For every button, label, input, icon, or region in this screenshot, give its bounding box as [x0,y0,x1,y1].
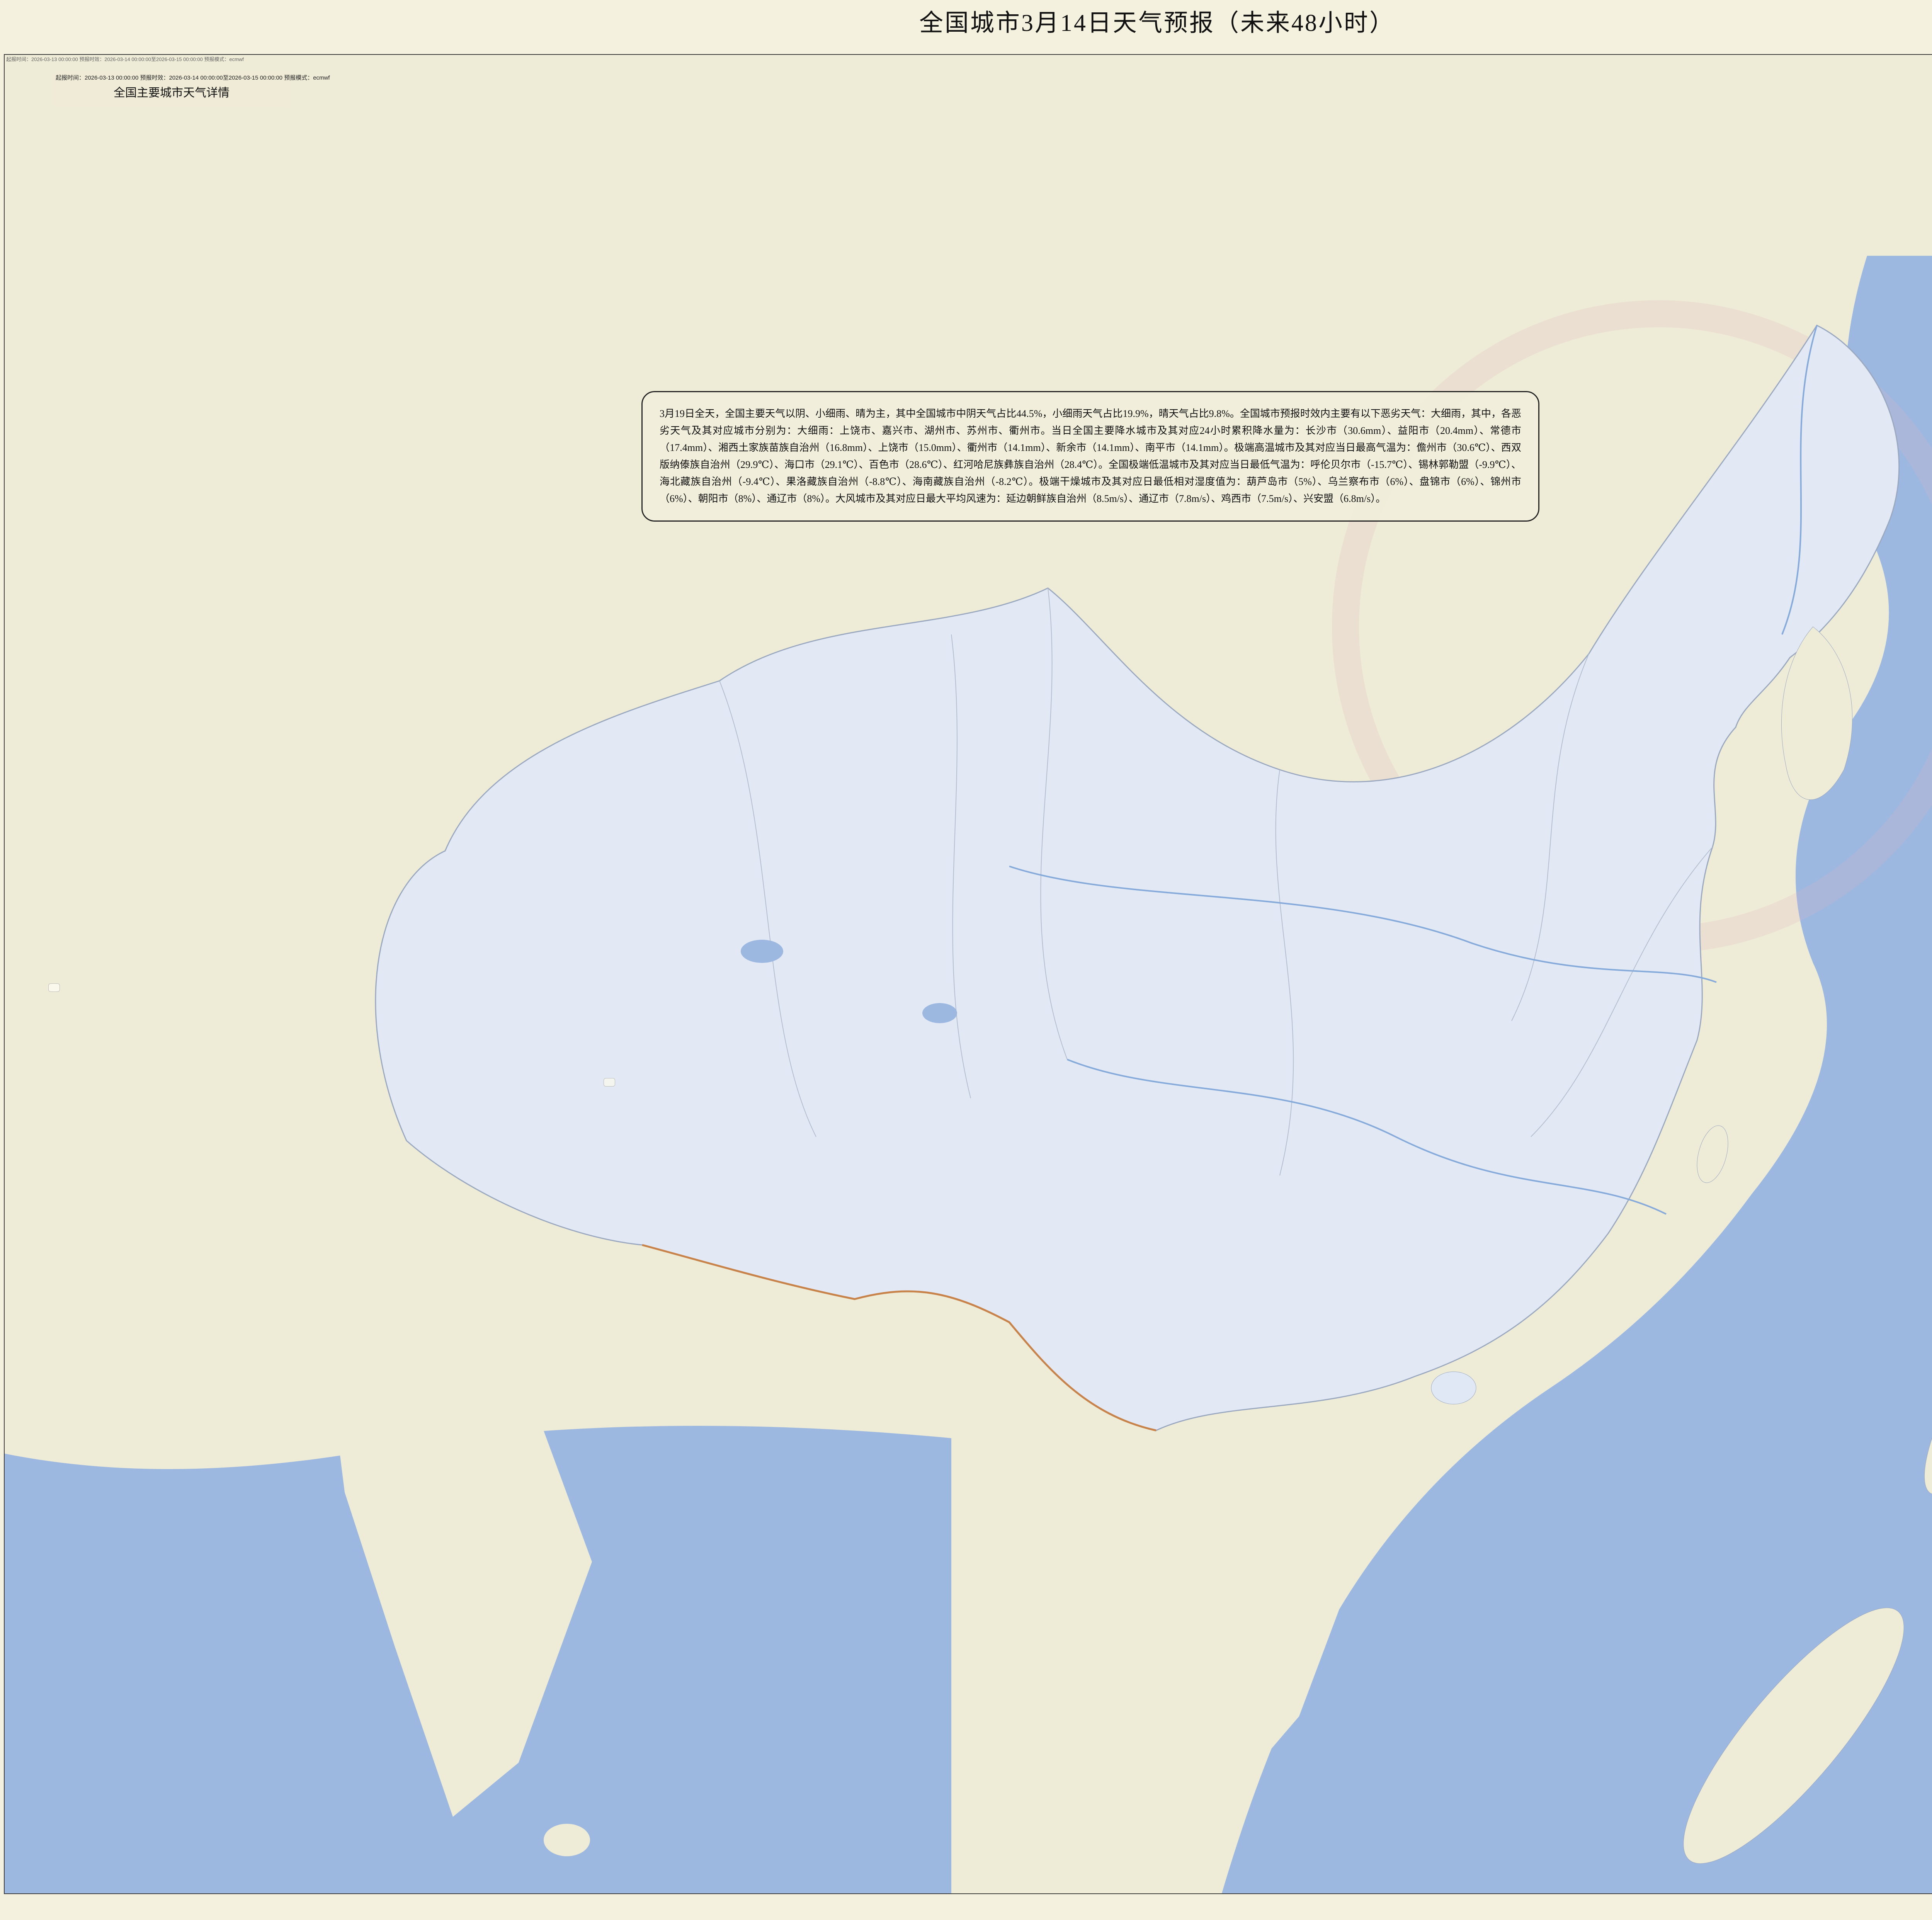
forecast-meta: 起报时间：2026-03-13 00:00:00 预报时效：2026-03-14… [56,75,330,81]
summary-text-box: 3月19日全天，全国主要天气以阴、小细雨、晴为主，其中全国城市中阴天气占比44.… [641,391,1539,522]
cloud-cover-hbar-chart [1785,614,1932,1534]
wind-rose-legend [48,983,60,992]
low-temp-bar-chart [587,1623,1692,1918]
map-meta-line: 起报时间：2026-03-13 00:00:00 预报时效：2026-03-14… [6,56,244,62]
pie-legend [604,1078,615,1087]
china-map: 知天 [5,55,1932,1893]
page-title: 全国城市3月14日天气预报（未来48小时） [919,10,1395,36]
summary-text: 3月19日全天，全国主要天气以阴、小细雨、晴为主，其中全国城市中阴天气占比44.… [660,408,1522,504]
wind-rose-chart [54,954,572,1534]
wind-speed-bar-chart [15,1526,595,1917]
map-frame: 知天 [4,54,1932,1894]
city-weather-table-panel: 起报时间：2026-03-13 00:00:00 预报时效：2026-03-14… [53,72,330,107]
precip-bar-chart [498,58,1619,305]
table-title: 全国主要城市天气详情 [114,87,230,99]
